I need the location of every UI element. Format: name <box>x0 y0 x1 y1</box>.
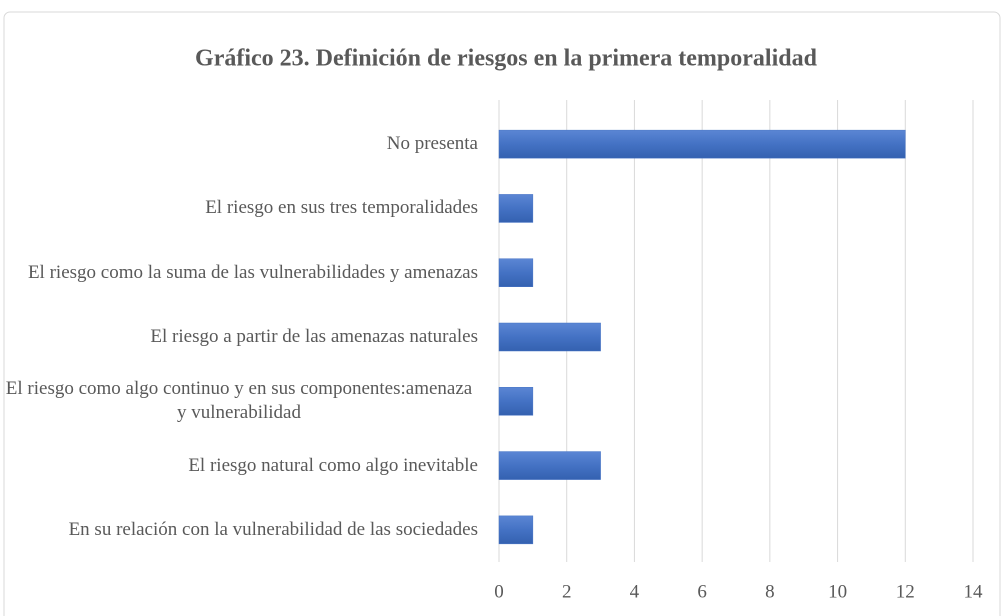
bar <box>498 194 534 223</box>
y-tick-label: En su relación con la vulnerabilidad de … <box>68 518 478 540</box>
y-tick-label: El riesgo a partir de las amenazas natur… <box>150 326 478 347</box>
x-tick-label: 12 <box>896 581 915 602</box>
category-label-box: El riesgo a partir de las amenazas natur… <box>150 307 478 367</box>
y-tick-label: No presenta <box>386 133 478 155</box>
y-tick-label: El riesgo natural como algo inevitable <box>188 454 478 476</box>
x-tick-label: 0 <box>494 581 504 602</box>
x-tick-label: 10 <box>828 581 847 602</box>
bar <box>498 129 906 159</box>
x-tick-label: 4 <box>630 581 640 602</box>
bar <box>498 258 534 287</box>
category-label-box: El riesgo en sus tres temporalidades <box>205 178 478 238</box>
category-label-box: No presenta <box>387 114 478 174</box>
x-tick-label: 14 <box>964 581 984 602</box>
bar <box>498 387 534 416</box>
category-label-box: El riesgo como la suma de las vulnerabil… <box>28 243 478 303</box>
category-label-box: En su relación con la vulnerabilidad de … <box>69 500 478 560</box>
chart-border <box>3 11 1001 616</box>
y-tick-label: El riesgo en sus tres temporalidades <box>205 197 478 219</box>
x-tick-label: 6 <box>697 581 707 602</box>
y-tick-label: El riesgo como la suma de las vulnerabil… <box>27 261 478 283</box>
bar <box>498 515 534 545</box>
category-label-box: El riesgo como algo continuo y en sus co… <box>0 371 478 431</box>
category-label-box: El riesgo natural como algo inevitable <box>188 436 478 496</box>
chart-title: Gráfico 23. Definición de riesgos en la … <box>195 46 818 72</box>
y-tick-label: El riesgo como algo continuo y en sus co… <box>5 378 473 424</box>
x-tick-label: 2 <box>562 581 572 602</box>
bar <box>498 322 601 352</box>
bar <box>498 451 601 480</box>
x-tick-label: 8 <box>765 581 775 602</box>
